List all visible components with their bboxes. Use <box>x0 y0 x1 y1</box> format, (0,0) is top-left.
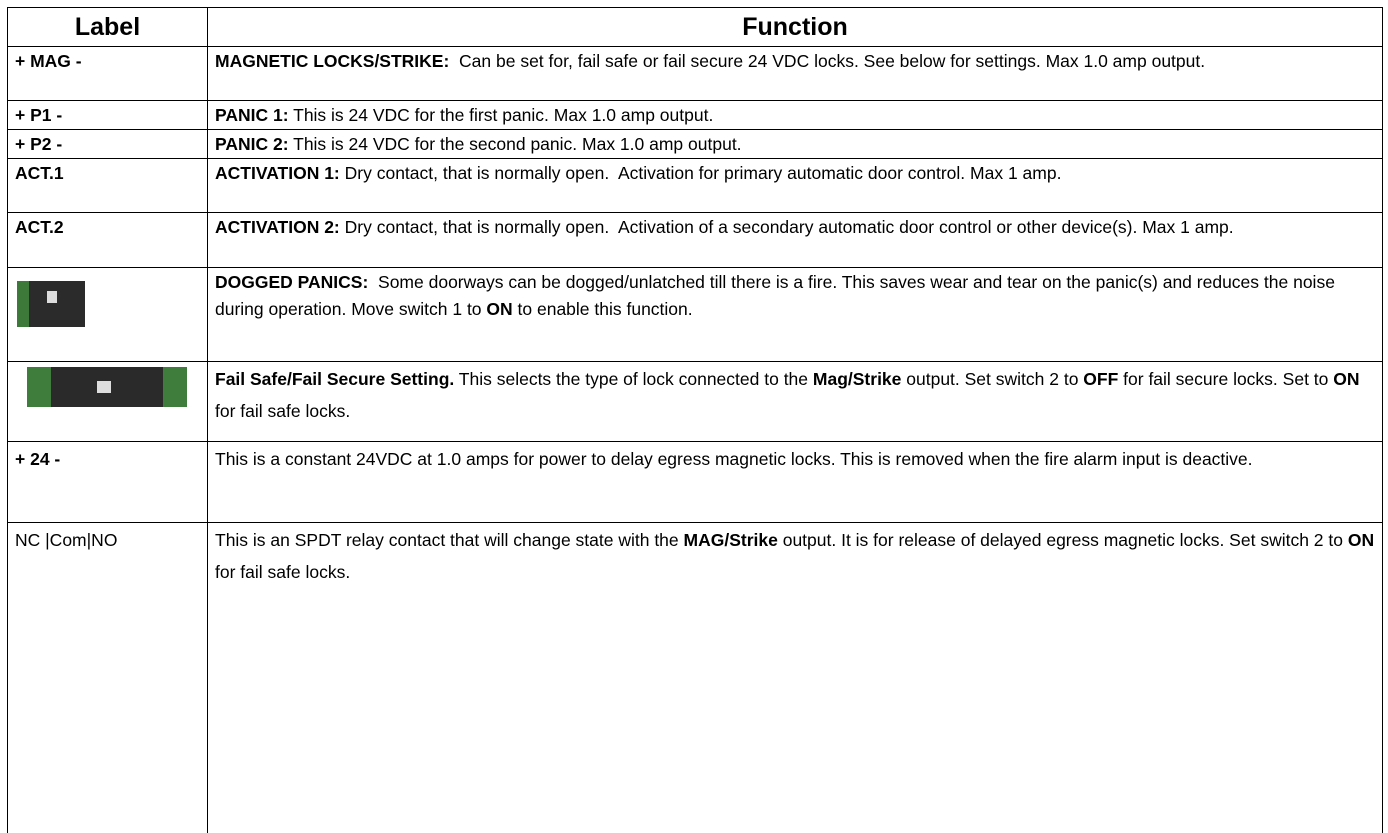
row: + P1 - PANIC 1: This is 24 VDC for the f… <box>7 100 1383 130</box>
text: This is a constant 24VDC at 1.0 amps for… <box>215 449 1253 469</box>
text: Dry contact, that is normally open. Acti… <box>339 163 1062 183</box>
text: ON <box>1333 369 1360 389</box>
text: for fail secure locks. Set to <box>1118 369 1334 389</box>
row: DOGGED PANICS: Some doorways can be dogg… <box>7 267 1383 362</box>
text: Some doorways can be dogged/unlatched ti… <box>215 272 1340 319</box>
function: MAGNETIC LOCKS/STRIKE: Can be set for, f… <box>207 46 1383 101</box>
row: + 24 - This is a constant 24VDC at 1.0 a… <box>7 441 1383 523</box>
text: ACTIVATION 2: <box>215 217 340 237</box>
label: NC |Com|NO <box>15 530 118 550</box>
text: Fail Safe/Fail Secure Setting. <box>215 369 455 389</box>
text: PANIC 2: <box>215 134 289 154</box>
text: This selects the type of lock connected … <box>454 369 813 389</box>
text: This is an SPDT relay contact that will … <box>215 530 684 550</box>
text: for fail safe locks. <box>215 369 1365 421</box>
switch-photo <box>27 367 187 407</box>
function: PANIC 1: This is 24 VDC for the first pa… <box>207 100 1383 130</box>
text: Mag/Strike <box>812 369 902 389</box>
text: ON <box>1347 530 1375 550</box>
label: + MAG - <box>15 51 82 71</box>
function: This is an SPDT relay contact that will … <box>207 522 1383 833</box>
text: MAG/Strike <box>683 530 778 550</box>
text: to enable this function. <box>512 299 693 319</box>
row: ACT.2 ACTIVATION 2: Dry contact, that is… <box>7 212 1383 268</box>
label: + P2 - <box>15 134 63 154</box>
row: + MAG - MAGNETIC LOCKS/STRIKE: Can be se… <box>7 46 1383 101</box>
text: DOGGED PANICS: <box>215 272 369 292</box>
header-label: Label <box>7 7 208 47</box>
row: + P2 - PANIC 2: This is 24 VDC for the s… <box>7 129 1383 159</box>
row: Fail Safe/Fail Secure Setting. This sele… <box>7 361 1383 442</box>
label: + P1 - <box>15 105 63 125</box>
header-row: Label Function <box>7 7 1383 47</box>
switch-photo <box>17 281 85 327</box>
connection-table: Label Function + MAG - MAGNETIC LOCKS/ST… <box>7 7 1383 833</box>
function: This is a constant 24VDC at 1.0 amps for… <box>207 441 1383 523</box>
function: ACTIVATION 1: Dry contact, that is norma… <box>207 158 1383 213</box>
label: ACT.2 <box>15 217 64 237</box>
text: This is 24 VDC for the first panic. Max … <box>288 105 714 125</box>
row: ACT.1 ACTIVATION 1: Dry contact, that is… <box>7 158 1383 213</box>
text: ON <box>486 299 513 319</box>
text: Can be set for, fail safe or fail secure… <box>449 51 1206 71</box>
text: for fail safe locks. <box>215 530 1379 582</box>
text: Dry contact, that is normally open. Acti… <box>339 217 1234 237</box>
text: This is 24 VDC for the second panic. Max… <box>288 134 742 154</box>
row: NC |Com|NO This is an SPDT relay contact… <box>7 522 1383 833</box>
text: output. It is for release of delayed egr… <box>777 530 1348 550</box>
function: Fail Safe/Fail Secure Setting. This sele… <box>207 361 1383 442</box>
label: ACT.1 <box>15 163 64 183</box>
text: ACTIVATION 1: <box>215 163 340 183</box>
text: PANIC 1: <box>215 105 289 125</box>
header-function: Function <box>207 7 1383 47</box>
text: OFF <box>1083 369 1119 389</box>
label: + 24 - <box>15 449 61 469</box>
function: DOGGED PANICS: Some doorways can be dogg… <box>207 267 1383 362</box>
text: output. Set switch 2 to <box>901 369 1084 389</box>
text: MAGNETIC LOCKS/STRIKE: <box>215 51 450 71</box>
function: PANIC 2: This is 24 VDC for the second p… <box>207 129 1383 159</box>
function: ACTIVATION 2: Dry contact, that is norma… <box>207 212 1383 268</box>
